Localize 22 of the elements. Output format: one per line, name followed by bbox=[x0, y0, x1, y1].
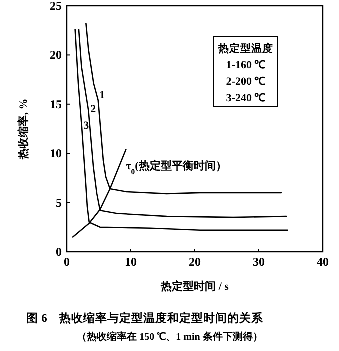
y-tick-label: 20 bbox=[50, 48, 62, 62]
annotation: τ$_{0}$(热定型平衡时间） bbox=[126, 159, 227, 176]
x-tick-label: 10 bbox=[125, 255, 137, 269]
annotation: 2 bbox=[90, 103, 97, 116]
y-tick-label: 0 bbox=[56, 245, 62, 259]
annotation: 1 bbox=[100, 89, 106, 102]
y-tick-label: 10 bbox=[50, 146, 62, 161]
x-tick-label: 30 bbox=[253, 255, 265, 269]
y-axis-title: 热收缩率, % bbox=[17, 98, 30, 160]
y-tick-label: 15 bbox=[50, 97, 62, 112]
x-tick-label: 20 bbox=[189, 255, 201, 269]
y-tick-label: 5 bbox=[56, 196, 62, 210]
text: （热收缩率在 150 ℃、1 min 条件下测得） bbox=[77, 331, 263, 343]
x-tick-label: 40 bbox=[317, 255, 329, 269]
annotation: 2-200 ℃ bbox=[226, 76, 266, 88]
text: 图 6 热收缩率与定型温度和定型时间的关系 bbox=[26, 311, 264, 325]
annotation: 3 bbox=[84, 120, 90, 132]
annotation: 1-160 ℃ bbox=[226, 60, 266, 72]
x-axis-title: 热定型时间 / s bbox=[160, 280, 230, 293]
y-tick-label: 25 bbox=[50, 0, 62, 13]
annotation: 3-240 ℃ bbox=[226, 92, 266, 104]
annotation: 热定型温度 bbox=[218, 42, 274, 55]
